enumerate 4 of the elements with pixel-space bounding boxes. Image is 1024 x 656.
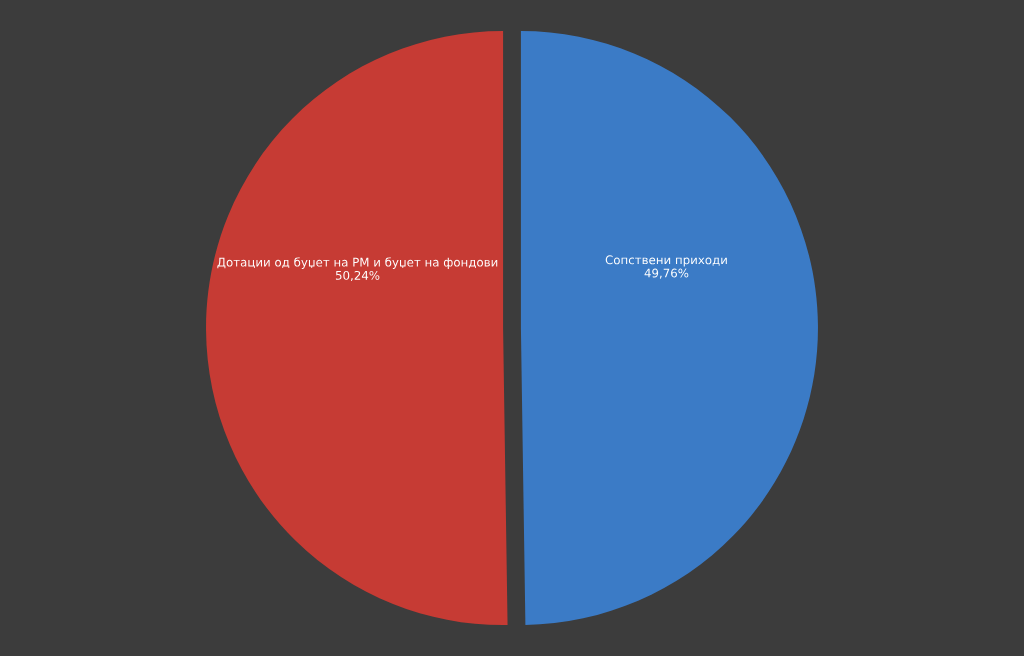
slice-label: Сопствени приходи: [605, 255, 727, 267]
data-label: 50,24%: [335, 270, 380, 282]
slice-label: Дотации од буџет на РМ и буџет на фондови: [217, 257, 498, 269]
data-label: 49,76%: [644, 268, 689, 279]
